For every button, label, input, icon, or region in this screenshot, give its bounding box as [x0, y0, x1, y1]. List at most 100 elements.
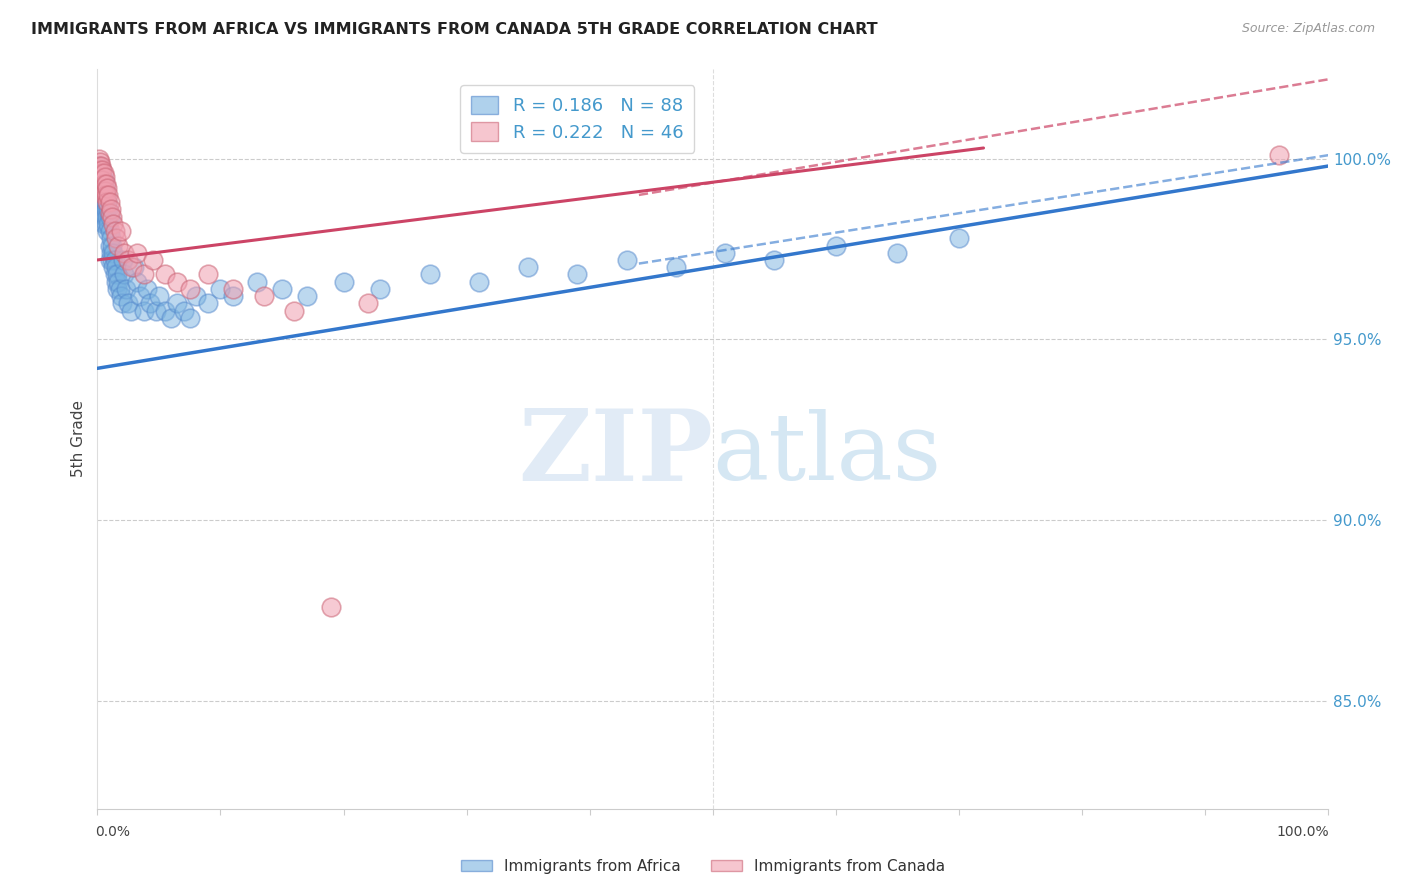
Text: Source: ZipAtlas.com: Source: ZipAtlas.com: [1241, 22, 1375, 36]
Point: [370, 282, 392, 296]
Point: [89, 159, 111, 173]
Point: [295, 289, 318, 303]
Point: [103, 245, 125, 260]
Point: [121, 260, 143, 275]
Point: [94, 202, 117, 217]
Point: [89, 155, 111, 169]
Point: [90, 173, 112, 187]
Point: [89, 188, 111, 202]
Point: [87, 159, 110, 173]
Point: [93, 173, 115, 187]
Point: [91, 166, 114, 180]
Point: [763, 252, 786, 267]
Point: [179, 282, 201, 296]
Point: [222, 289, 245, 303]
Text: 0.0%: 0.0%: [96, 825, 131, 839]
Point: [93, 202, 115, 217]
Point: [117, 252, 139, 267]
Point: [517, 260, 540, 275]
Point: [129, 289, 152, 303]
Point: [101, 252, 124, 267]
Point: [616, 252, 638, 267]
Point: [153, 303, 176, 318]
Point: [93, 184, 115, 198]
Point: [87, 152, 110, 166]
Point: [824, 238, 846, 252]
Point: [665, 260, 688, 275]
Point: [91, 173, 114, 187]
Text: atlas: atlas: [713, 409, 942, 499]
Point: [108, 282, 131, 296]
Point: [103, 252, 125, 267]
Point: [567, 268, 589, 282]
Point: [134, 303, 156, 318]
Point: [87, 173, 110, 187]
Point: [124, 260, 146, 275]
Point: [101, 238, 124, 252]
Point: [332, 275, 354, 289]
Point: [93, 217, 115, 231]
Point: [89, 177, 111, 191]
Point: [90, 166, 112, 180]
Point: [110, 289, 132, 303]
Point: [93, 210, 115, 224]
Legend: R = 0.186   N = 88, R = 0.222   N = 46: R = 0.186 N = 88, R = 0.222 N = 46: [460, 85, 695, 153]
Point: [112, 245, 135, 260]
Point: [93, 177, 115, 191]
Point: [89, 169, 111, 184]
Point: [91, 184, 114, 198]
Point: [100, 202, 122, 217]
Point: [209, 282, 232, 296]
Point: [104, 260, 127, 275]
Point: [96, 195, 118, 210]
Point: [104, 231, 127, 245]
Point: [107, 238, 129, 252]
Point: [98, 224, 121, 238]
Point: [93, 180, 115, 194]
Point: [166, 275, 188, 289]
Text: IMMIGRANTS FROM AFRICA VS IMMIGRANTS FROM CANADA 5TH GRADE CORRELATION CHART: IMMIGRANTS FROM AFRICA VS IMMIGRANTS FRO…: [31, 22, 877, 37]
Point: [714, 245, 737, 260]
Point: [101, 210, 124, 224]
Point: [93, 166, 115, 180]
Point: [93, 169, 115, 184]
Point: [87, 159, 110, 173]
Point: [96, 195, 118, 210]
Point: [105, 268, 128, 282]
Point: [96, 180, 118, 194]
Point: [112, 268, 135, 282]
Point: [117, 296, 139, 310]
Point: [246, 275, 269, 289]
Point: [103, 268, 125, 282]
Point: [93, 188, 115, 202]
Point: [103, 224, 125, 238]
Point: [100, 245, 122, 260]
Point: [468, 275, 491, 289]
Point: [160, 310, 183, 325]
Point: [948, 231, 970, 245]
Point: [111, 296, 134, 310]
Point: [91, 195, 114, 210]
Point: [94, 188, 117, 202]
Point: [419, 268, 441, 282]
Point: [90, 184, 112, 198]
Point: [271, 282, 294, 296]
Point: [94, 188, 117, 202]
Text: 100.0%: 100.0%: [1277, 825, 1329, 839]
Point: [91, 206, 114, 220]
Point: [173, 303, 195, 318]
Y-axis label: 5th Grade: 5th Grade: [72, 401, 86, 477]
Point: [252, 289, 274, 303]
Point: [90, 195, 112, 210]
Point: [179, 310, 201, 325]
Point: [134, 268, 156, 282]
Point: [94, 217, 117, 231]
Point: [103, 260, 125, 275]
Point: [98, 206, 121, 220]
Point: [96, 224, 118, 238]
Point: [97, 217, 120, 231]
Point: [153, 268, 176, 282]
Point: [89, 166, 111, 180]
Point: [222, 282, 245, 296]
Point: [886, 245, 908, 260]
